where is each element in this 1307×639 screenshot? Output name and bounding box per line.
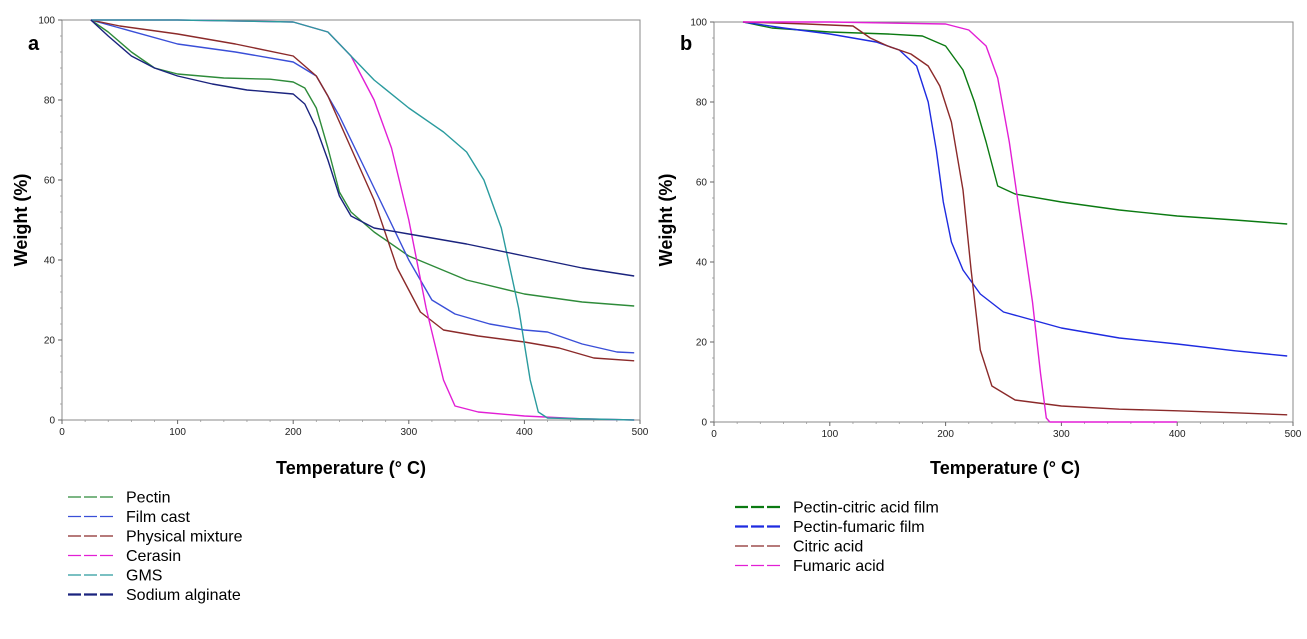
panel-b-y-tick-label: 0 [701,418,707,429]
panel-b-y-tick-label: 80 [696,98,708,109]
panel-a-series-line-2 [90,19,635,354]
panel-b-y-tick-label: 60 [696,178,708,189]
panel-a-series-line-3 [90,19,635,362]
panel-a-series-line-6 [90,19,635,277]
panel-b-x-tick-label: 300 [1053,429,1070,440]
panel-b-label: b [680,33,692,55]
panel-a-y-tick-label: 40 [44,256,56,267]
panel-a-label: a [28,33,40,55]
panel-b-y-tick-label: 100 [690,18,707,29]
panel-b-x-tick-label: 500 [1285,429,1302,440]
panel-b-x-axis-title: Temperature (° C) [930,458,1080,478]
panel-b-series-line-4 [743,21,1178,423]
panel-a-x-tick-label: 200 [285,427,302,438]
panel-a-legend-label: Physical mixture [126,529,243,546]
panel-b-legend-label: Fumaric acid [793,558,885,575]
panel-b-x-tick-label: 0 [711,429,717,440]
panel-b-y-tick-label: 40 [696,258,708,269]
panel-a-legend-label: Film cast [126,509,191,526]
panel-a-series-lines [90,19,635,421]
panel-b-ticks: 0 100 200 300 400 500 0 20 40 60 80 100 [690,18,1301,441]
panel-a-plot-frame [61,19,641,421]
panel-a-legend: Pectin Film cast Physical mixture Cerasin GM… [68,490,243,604]
panel-a-legend-label: Sodium alginate [126,587,241,604]
panel-a-ticks: 0 100 200 300 400 500 0 20 40 60 80 100 [38,16,648,439]
panel-a-legend-label: Pectin [126,490,170,507]
panel-a-x-tick-label: 300 [400,427,417,438]
panel-a-x-tick-label: 100 [169,427,186,438]
panel-b-legend: Pectin-citric acid film Pectin-fumaric fi… [735,500,939,575]
panel-b-x-tick-label: 100 [821,429,838,440]
panel-a-chart: a 0 100 200 300 400 500 0 20 40 60 80 100 Temperatu… [11,16,649,605]
panel-b-chart: b 0 100 200 300 400 500 0 20 40 60 80 100 Temperatu… [656,18,1302,576]
panel-b-plot-frame [713,21,1294,423]
panel-b-x-tick-label: 400 [1169,429,1186,440]
panel-a-y-tick-label: 80 [44,96,56,107]
panel-a-legend-label: GMS [126,568,162,585]
panel-a-legend-label: Cerasin [126,548,181,565]
panel-a-y-tick-label: 60 [44,176,56,187]
panel-b-x-tick-label: 200 [937,429,954,440]
panel-a-y-axis-title: Weight (%) [11,174,31,267]
panel-a-x-tick-label: 500 [632,427,649,438]
panel-b-series-line-1 [742,21,1288,225]
panel-b-y-axis-title: Weight (%) [656,174,676,267]
panel-b-series-line-3 [742,21,1288,416]
panel-a-y-tick-label: 20 [44,336,56,347]
panel-a-y-tick-label: 100 [38,16,55,27]
panel-b-series-lines [742,21,1288,423]
panel-a-series-line-4 [90,19,635,421]
panel-b-legend-label: Citric acid [793,539,863,556]
panel-a-x-axis-title: Temperature (° C) [276,458,426,478]
panel-a-series-line-5 [90,19,635,421]
panel-b-series-line-2 [742,21,1288,357]
panel-b-legend-label: Pectin-citric acid film [793,500,939,517]
panel-b-y-tick-label: 20 [696,338,708,349]
panel-b-legend-label: Pectin-fumaric film [793,519,925,536]
panel-a-y-tick-label: 0 [49,416,55,427]
panel-a-x-tick-label: 400 [516,427,533,438]
panel-a-x-tick-label: 0 [59,427,65,438]
